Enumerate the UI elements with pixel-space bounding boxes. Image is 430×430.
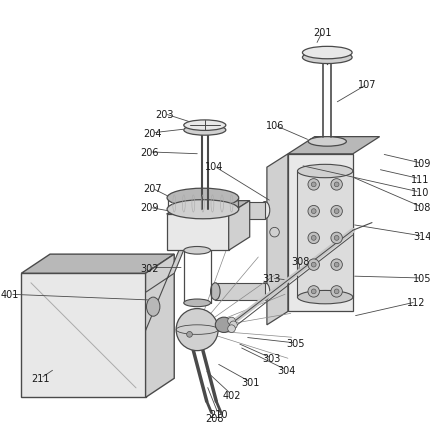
Circle shape [331,286,342,298]
Text: 301: 301 [242,377,260,387]
Ellipse shape [184,126,226,136]
Polygon shape [267,154,288,325]
Text: 314: 314 [413,231,430,241]
Circle shape [308,233,319,244]
Ellipse shape [184,247,211,255]
Text: 313: 313 [262,273,281,283]
Text: 208: 208 [205,414,224,424]
Circle shape [311,289,316,294]
Text: 107: 107 [358,80,377,90]
Text: 105: 105 [413,273,430,283]
Circle shape [308,286,319,298]
Text: 210: 210 [209,408,227,419]
Polygon shape [22,273,146,397]
Text: 401: 401 [1,289,19,300]
Ellipse shape [298,291,353,304]
Ellipse shape [260,283,270,300]
Polygon shape [166,201,250,215]
Text: 209: 209 [140,203,159,213]
Polygon shape [215,283,265,300]
Text: 108: 108 [413,203,430,213]
Circle shape [331,179,342,190]
Ellipse shape [211,283,220,300]
Polygon shape [288,154,353,312]
Circle shape [334,209,339,214]
Circle shape [334,183,339,187]
Circle shape [311,183,316,187]
Ellipse shape [302,52,352,64]
Text: 109: 109 [413,159,430,169]
Text: 201: 201 [313,28,332,37]
Circle shape [334,289,339,294]
Polygon shape [146,255,174,397]
Ellipse shape [308,137,347,147]
Text: 203: 203 [155,110,174,120]
Text: 112: 112 [407,297,425,307]
Ellipse shape [215,317,233,333]
Text: 305: 305 [286,338,305,348]
Text: 110: 110 [411,187,429,197]
Text: 106: 106 [266,121,284,131]
Polygon shape [298,172,353,298]
Circle shape [334,263,339,267]
Ellipse shape [298,165,353,178]
Text: 207: 207 [143,184,162,194]
Ellipse shape [302,47,352,60]
Text: 211: 211 [31,373,50,384]
Polygon shape [166,215,229,251]
Ellipse shape [167,200,239,219]
Polygon shape [229,201,250,251]
Circle shape [230,321,237,329]
Circle shape [228,325,235,333]
Circle shape [331,233,342,244]
Text: 303: 303 [262,353,281,363]
Ellipse shape [184,121,226,131]
Circle shape [311,236,316,241]
Text: 206: 206 [140,147,159,157]
Circle shape [331,259,342,271]
Text: 302: 302 [140,263,159,273]
Polygon shape [146,206,202,331]
Circle shape [331,206,342,217]
Ellipse shape [167,189,239,208]
Ellipse shape [147,298,160,316]
Circle shape [308,179,319,190]
Ellipse shape [184,299,211,307]
Text: 304: 304 [277,365,295,375]
Text: 204: 204 [143,129,162,138]
Text: 104: 104 [205,162,224,172]
Polygon shape [288,137,380,154]
Circle shape [308,206,319,217]
Polygon shape [215,202,265,219]
Text: 308: 308 [291,256,310,266]
Text: 402: 402 [222,390,241,399]
Circle shape [311,263,316,267]
Circle shape [228,317,235,325]
Circle shape [311,209,316,214]
Text: 111: 111 [411,174,429,184]
Ellipse shape [211,202,220,219]
Circle shape [270,228,280,237]
Ellipse shape [260,202,270,219]
Circle shape [176,309,218,351]
Circle shape [334,236,339,241]
Polygon shape [22,255,174,273]
Circle shape [308,259,319,271]
Circle shape [187,332,192,338]
